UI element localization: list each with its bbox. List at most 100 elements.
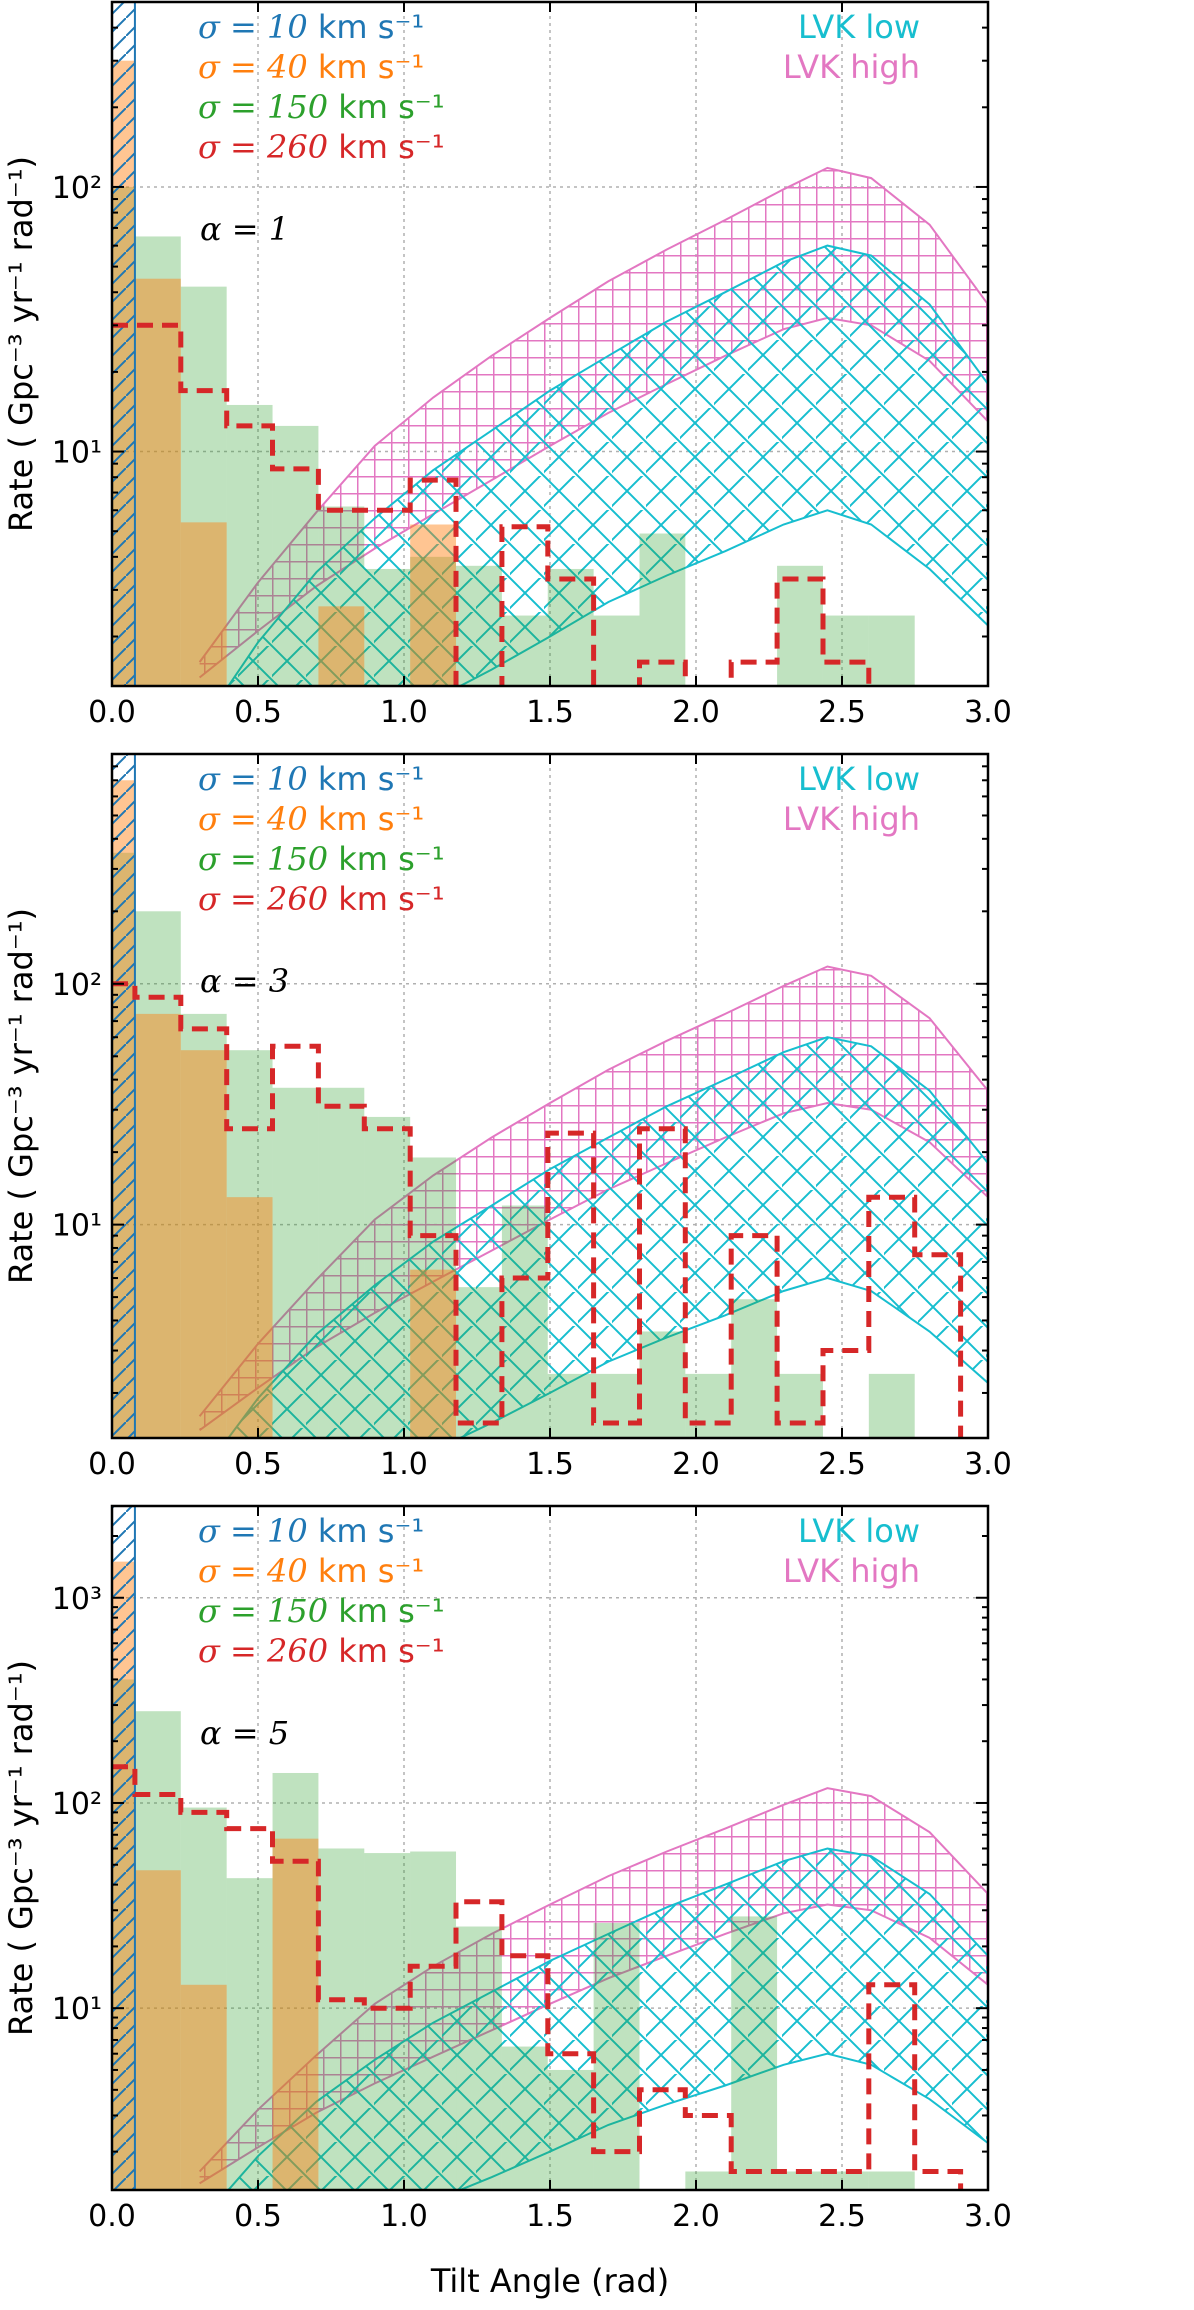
sigma-150-hist-bar xyxy=(822,2171,869,2190)
x-tick-label: 3.0 xyxy=(964,1447,1012,1482)
sigma-150-hist-bar xyxy=(318,506,365,686)
legend-math: σ = 10 xyxy=(198,8,318,46)
lvk-low-band-upper-edge xyxy=(227,244,988,686)
sigma-40-hist-bar xyxy=(180,522,227,686)
y-axis-label: Rate ( Gpc⁻³ yr⁻¹ rad⁻¹) xyxy=(2,156,40,532)
legend-math: σ = 260 xyxy=(198,1632,338,1670)
legend-entry: σ = 150 km s⁻¹ xyxy=(198,840,445,878)
plot-area xyxy=(112,1506,988,2190)
lvk-low-band xyxy=(227,1847,988,2190)
sigma-150-hist-bar xyxy=(272,425,319,686)
sigma-10-hist xyxy=(112,2,136,686)
legend-math: σ = 150 xyxy=(198,1592,338,1630)
sigma-40-hist-bar xyxy=(180,1984,227,2190)
legend-unit: km s⁻¹ xyxy=(318,1552,424,1590)
legend-unit: km s⁻¹ xyxy=(318,800,424,838)
legend-math: σ = 10 xyxy=(198,760,318,798)
lvk-low-band xyxy=(227,1036,988,1438)
sigma-260-step xyxy=(112,322,872,686)
panel-1: 0.0 0.5 1.0 1.5 2.0 2.5 3.0 10¹ 10² Rate ( Gpc⁻³ … xyxy=(2,0,1012,730)
sigma-40-hist-bar xyxy=(134,278,181,686)
x-tick-label: 1.5 xyxy=(526,1447,574,1482)
legend-entry: σ = 260 km s⁻¹ xyxy=(198,128,445,166)
sigma-150-hist-bar xyxy=(318,1848,365,2190)
legend-entry: LVK low xyxy=(798,760,920,798)
legend-entry: LVK low xyxy=(798,1512,920,1550)
sigma-150-hist-bar xyxy=(456,565,502,686)
sigma-150-hist-bar xyxy=(731,1916,778,2190)
sigma-150-hist-bar xyxy=(501,615,548,686)
legend-math: σ = 150 xyxy=(198,88,338,126)
lvk-low-band-fill xyxy=(228,1037,988,1438)
sigma-150-hist-bar xyxy=(593,1923,640,2190)
legend-math: σ = 40 xyxy=(198,800,318,838)
legend: σ = 10 km s⁻¹σ = 40 km s⁻¹σ = 150 km s⁻¹… xyxy=(198,8,920,166)
legend-entry: LVK low xyxy=(798,8,920,46)
sigma-150-hist-bar xyxy=(685,2171,732,2190)
legend-unit: km s⁻¹ xyxy=(338,88,444,126)
legend-unit: km s⁻¹ xyxy=(338,880,444,918)
lvk-high-band-upper-edge xyxy=(198,965,988,1417)
y-axis-label: Rate ( Gpc⁻³ yr⁻¹ rad⁻¹) xyxy=(2,908,40,1284)
lvk-low-band-lower-edge xyxy=(457,1276,988,1438)
x-tick-label: 1.0 xyxy=(380,2199,428,2234)
plot-area xyxy=(112,754,988,1438)
sigma-150-hist-bar xyxy=(639,1331,686,1438)
sigma-40-hist-bar xyxy=(134,1870,181,2190)
x-tick-label: 3.0 xyxy=(964,2199,1012,2234)
sigma-150-hist-bar xyxy=(318,1087,365,1438)
sigma-150-hist-bar xyxy=(685,1373,732,1438)
legend-math: σ = 260 xyxy=(198,880,338,918)
sigma-40-hist-bar xyxy=(318,606,365,686)
sigma-150-hist-bar xyxy=(226,404,273,686)
sigma-150-hist-bar xyxy=(180,286,227,686)
lvk-low-band-fill xyxy=(228,245,988,686)
sigma-150-hist-bar xyxy=(731,1299,778,1438)
sigma-150-hist-bar xyxy=(547,2069,594,2190)
legend-entry: σ = 150 km s⁻¹ xyxy=(198,1592,445,1630)
sigma-150-hist-bar xyxy=(547,568,594,686)
legend-entry: σ = 40 km s⁻¹ xyxy=(198,48,424,86)
sigma-150-hist-bar xyxy=(410,1851,457,2190)
x-tick-label: 0.5 xyxy=(234,1447,282,1482)
legend-entry: σ = 40 km s⁻¹ xyxy=(198,1552,424,1590)
lvk-low-band-lower-edge xyxy=(457,2052,988,2190)
alpha-annotation: α = 3 xyxy=(200,962,289,1000)
sigma-40-hist-bar xyxy=(410,524,457,686)
sigma-150-hist-bar xyxy=(134,236,181,686)
legend-math: σ = 40 xyxy=(198,1552,318,1590)
sigma-150-hist-bar xyxy=(501,2046,548,2190)
x-tick-label: 3.0 xyxy=(964,695,1012,730)
sigma-150-hist-bar xyxy=(456,1287,502,1438)
x-tick-label: 2.0 xyxy=(672,2199,720,2234)
sigma-10-hist xyxy=(112,754,136,1438)
lvk-low-band-lower-edge xyxy=(458,509,988,686)
legend-unit: km s⁻¹ xyxy=(318,48,424,86)
sigma-150-hist-bar xyxy=(364,1853,411,2190)
lvk-low-band-upper-edge xyxy=(227,1036,988,1438)
y-tick-label: 10² xyxy=(52,1787,102,1822)
panel-3: 0.0 0.5 1.0 1.5 2.0 2.5 3.0 10¹ 10² 10³ Rate ( Gpc… xyxy=(2,1504,1012,2234)
x-tick-label: 0.5 xyxy=(234,695,282,730)
lvk-low-band-fill xyxy=(228,1848,988,2190)
y-tick-label: 10² xyxy=(52,968,102,1003)
sigma-150-hist-bar xyxy=(501,1205,548,1438)
legend-math: σ = 260 xyxy=(198,128,338,166)
sigma-10-hist-bar xyxy=(112,1506,136,2190)
sigma-150-hist-bar xyxy=(364,568,411,686)
legend-unit: km s⁻¹ xyxy=(318,8,424,46)
x-tick-label: 0.0 xyxy=(88,695,136,730)
x-tick-label: 1.0 xyxy=(380,1447,428,1482)
sigma-150-hist-bar xyxy=(226,1878,273,2190)
x-tick-label: 1.5 xyxy=(526,695,574,730)
y-tick-label: 10² xyxy=(52,171,102,206)
alpha-annotation: α = 1 xyxy=(200,210,289,248)
legend-entry: σ = 40 km s⁻¹ xyxy=(198,800,424,838)
sigma-150-hist xyxy=(112,1679,915,2190)
sigma-150-hist-bar xyxy=(456,1926,502,2190)
sigma-40-hist-bar xyxy=(134,1013,181,1438)
x-tick-label: 0.5 xyxy=(234,2199,282,2234)
legend-math: σ = 150 xyxy=(198,840,338,878)
sigma-150-hist-bar xyxy=(868,2171,915,2190)
